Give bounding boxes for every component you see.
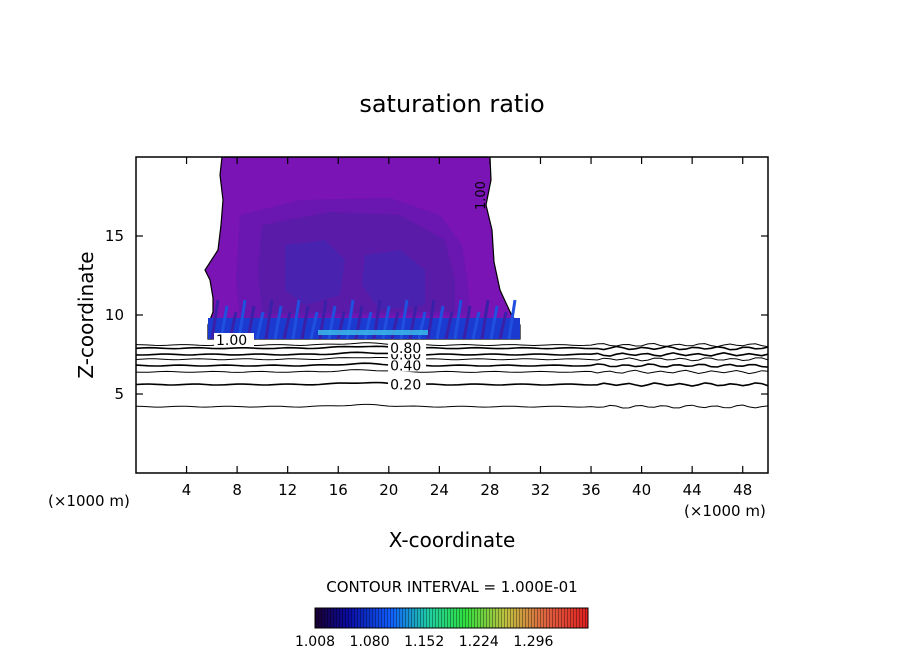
cloud-base-streak — [435, 305, 445, 340]
x-unit-label-right: (×1000 m) — [684, 502, 766, 520]
contour-label: 0.40 — [390, 359, 421, 375]
x-tick-label: 12 — [278, 481, 297, 499]
x-tick-label: 48 — [733, 481, 752, 499]
x-tick-label: 44 — [683, 481, 702, 499]
y-tick-label: 10 — [105, 306, 124, 324]
contour-line — [136, 369, 768, 375]
cloud-core-left — [285, 240, 345, 305]
contour-line — [136, 345, 768, 351]
y-axis-ticks: 5 10 15 — [105, 227, 768, 403]
x-tick-label: 8 — [232, 481, 242, 499]
x-tick-label: 36 — [581, 481, 600, 499]
contour-line — [136, 357, 768, 362]
colorbar-tick-labels: 1.008 1.080 1.152 1.224 1.296 — [295, 634, 554, 650]
cloud-base-streaks — [210, 299, 517, 340]
x-tick-label: 24 — [430, 481, 449, 499]
x-tick-label: 28 — [480, 481, 499, 499]
cloud-boundary-label: 1.00 — [216, 333, 247, 349]
contour-lines — [136, 342, 768, 409]
x-axis-ticks: 4 8 12 16 20 24 28 32 36 40 44 48 — [182, 157, 752, 499]
plot-content — [136, 157, 768, 409]
cloud-base-streak — [426, 299, 436, 340]
cloud-core-right — [362, 250, 425, 310]
contour-line — [136, 403, 768, 409]
cloud-base-streak — [480, 299, 490, 340]
y-tick-label: 5 — [114, 385, 124, 403]
cloud-boundary-label-top: 1.00 — [474, 181, 489, 210]
colorbar-tick-label: 1.296 — [513, 634, 553, 650]
contour-label-bg — [388, 377, 427, 391]
colorbar-tick-label: 1.224 — [459, 634, 499, 650]
contour-label: 0.20 — [390, 378, 421, 394]
cloud-base-bright — [318, 330, 428, 335]
colorbar-tick-label: 1.008 — [295, 634, 335, 650]
chart-title: saturation ratio — [359, 90, 544, 118]
cloud-base-streak — [498, 311, 508, 340]
cloud-base-streak — [291, 299, 301, 340]
cloud-base-streak — [489, 305, 499, 340]
colorbar-stripes — [315, 608, 588, 628]
x-axis-title: X-coordinate — [389, 528, 516, 552]
cloud-base-streak — [264, 299, 274, 340]
x-tick-label: 16 — [329, 481, 348, 499]
contour-line — [136, 362, 768, 368]
y-axis-title: Z-coordinate — [74, 251, 98, 378]
cloud-base-streak — [444, 311, 454, 340]
contour-line — [136, 351, 768, 357]
cloud-base-streak — [453, 299, 463, 340]
cloud-base-streak — [309, 311, 319, 340]
cloud-base-streak — [255, 311, 265, 340]
cloud-base-streak — [237, 299, 247, 340]
x-tick-label: 20 — [379, 481, 398, 499]
x-tick-label: 40 — [632, 481, 651, 499]
cloud-base-streak — [507, 299, 517, 340]
x-tick-label: 32 — [531, 481, 550, 499]
colorbar-tick-label: 1.080 — [350, 634, 390, 650]
colorbar-tick-label: 1.152 — [404, 634, 444, 650]
cloud-base-streak — [210, 299, 220, 340]
contour-label-bg — [388, 341, 427, 355]
y-tick-label: 15 — [105, 227, 124, 245]
contour-labels: 0.200.400.600.80 — [388, 341, 427, 394]
contour-label: 0.80 — [390, 341, 421, 357]
contour-label-bg — [388, 358, 427, 372]
x-tick-label: 4 — [182, 481, 192, 499]
cloud-base-streak — [282, 311, 292, 340]
contour-line — [136, 381, 768, 388]
cloud-base-streak — [273, 305, 283, 340]
cloud-base-streak — [462, 305, 472, 340]
cloud-base-streak — [471, 311, 481, 340]
x-unit-label-left: (×1000 m) — [48, 492, 130, 510]
contour-interval-label: CONTOUR INTERVAL = 1.000E-01 — [326, 578, 577, 596]
cloud-base-streak — [300, 305, 310, 340]
cloud-label-bg — [214, 333, 254, 347]
